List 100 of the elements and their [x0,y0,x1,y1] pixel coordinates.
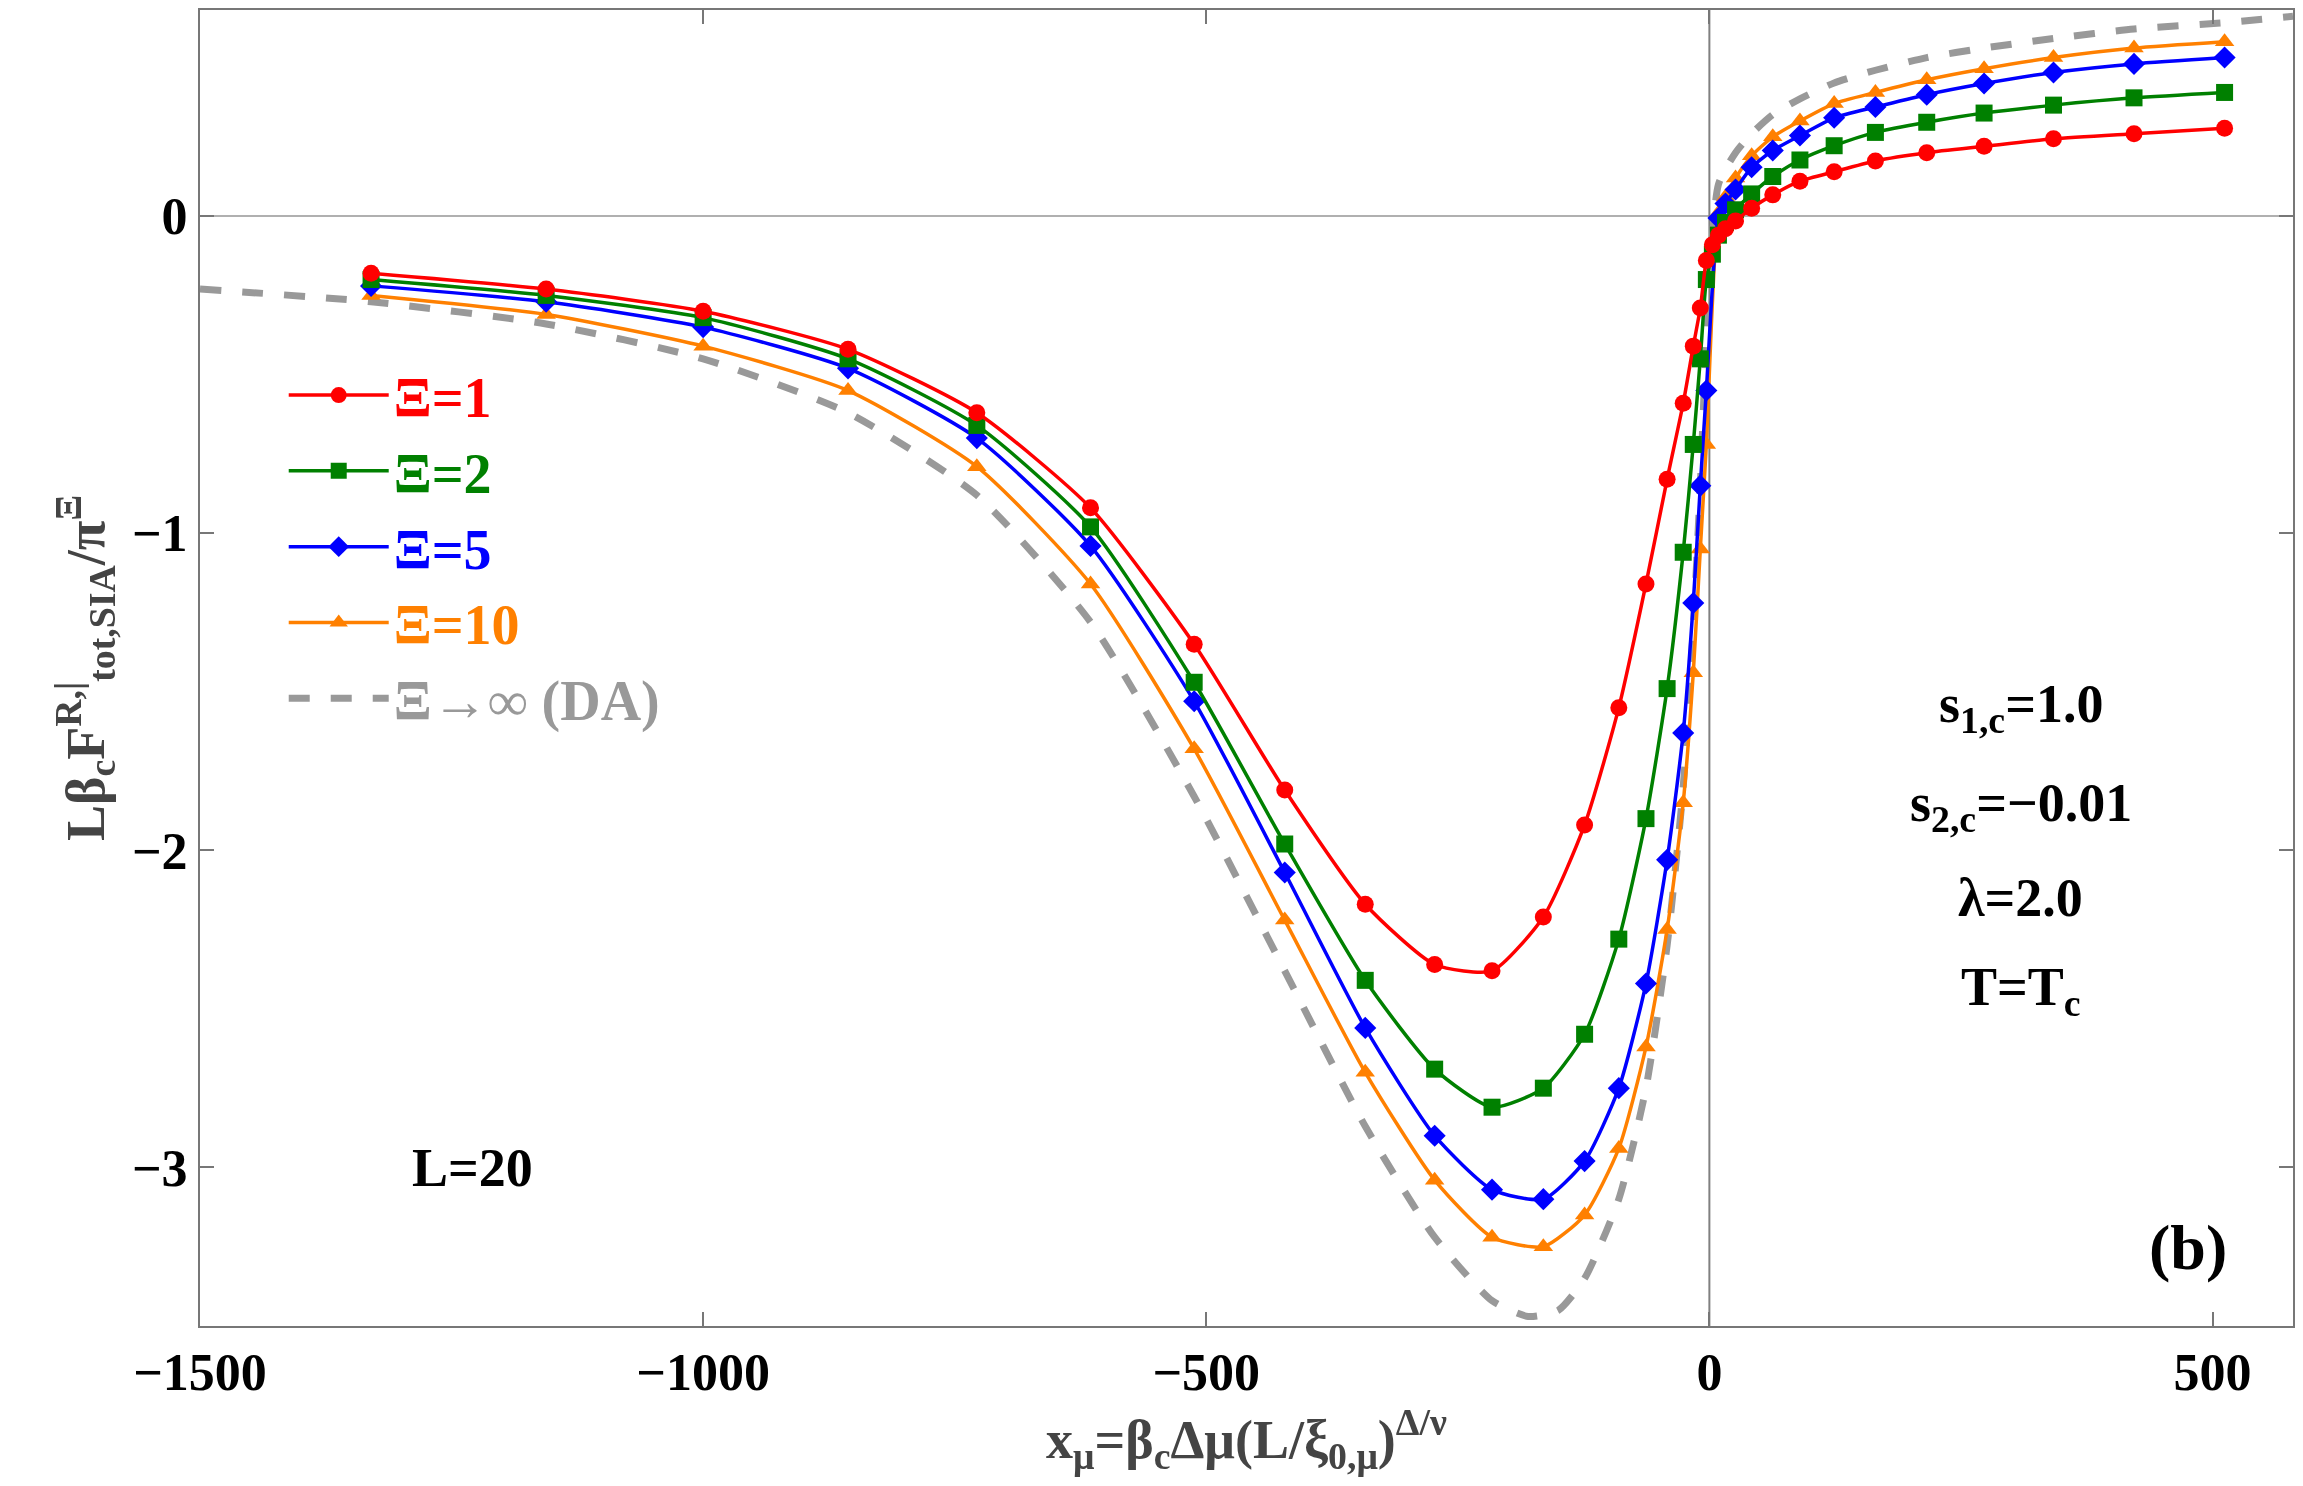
x-tick-label: −1000 [636,1344,770,1402]
point [1682,591,1705,615]
annotation: s$_{2,c}$=−0.01 [1910,773,2133,841]
point [1607,1077,1630,1100]
annotation: T=T$_{c}$ [1961,957,2081,1025]
point [1184,740,1204,754]
point [1674,394,1692,412]
point [1082,518,1100,536]
point [1082,499,1100,517]
point [2124,39,2144,53]
point [1609,1139,1629,1153]
point [1634,972,1658,995]
point [1423,1124,1446,1147]
point [1973,72,1996,95]
point [1975,104,1993,122]
point [1276,835,1294,853]
point [839,340,857,358]
point [1823,106,1846,129]
point [1483,1098,1501,1116]
point [1761,139,1784,162]
point [1689,474,1712,497]
x-tick-label: 500 [2173,1344,2252,1402]
point [1576,1025,1594,1043]
point [1356,971,1374,989]
point [1185,635,1203,653]
annotation: L=20 [412,1138,533,1198]
point [693,337,713,351]
point [1790,112,1810,126]
point [1576,816,1594,834]
point [1672,721,1695,745]
point [1185,673,1203,691]
point [1791,172,1809,190]
point [1691,299,1709,317]
point [1764,167,1782,185]
point [1658,680,1676,698]
annotation: (b) [2149,1212,2228,1283]
point [1791,151,1809,169]
point [1273,861,1296,884]
point [1573,1150,1596,1173]
point [1684,337,1702,355]
point [362,264,380,282]
point [1482,1228,1502,1242]
x-tick-label: 0 [1696,1344,1723,1402]
point [1658,470,1676,488]
point [1534,1079,1552,1097]
point [1426,1060,1444,1078]
point [1079,534,1102,557]
point [1637,575,1655,593]
point [1532,1188,1555,1211]
point [1825,137,1843,155]
point [1743,185,1761,203]
point [1866,152,1884,170]
point [1183,690,1206,713]
point [1740,156,1763,179]
point [1743,199,1761,217]
point [1354,1016,1377,1039]
y-tick-label: −2 [131,822,188,880]
point [1674,543,1692,561]
x-axis-title: x$_{μ}$=β$_{c}$Δμ(L/ξ$_{0,μ}$)$^{Δ/ν}$ [1046,1401,1448,1478]
point [1534,908,1552,926]
point [2213,46,2236,69]
point [2045,96,2063,114]
point [1610,930,1628,948]
point [968,404,986,422]
point [1636,1038,1656,1052]
legend-label: Ξ=5 [393,518,492,581]
point [1864,95,1887,119]
point [2125,125,2143,143]
point [1788,124,1811,147]
y-tick-label: −1 [131,505,188,563]
x-tick-label: −1500 [133,1344,267,1402]
point [1764,186,1782,204]
point [1480,1178,1504,1201]
annotation: λ=2.0 [1958,868,2083,928]
point [2042,61,2065,84]
point [2125,89,2143,107]
point [2045,130,2063,148]
point [1915,83,1938,106]
point [1684,435,1702,453]
legend-label: Ξ→∞ (DA) [393,670,660,734]
point [537,280,555,298]
point [1825,163,1843,181]
point [2216,119,2234,137]
point [1356,895,1374,913]
point [694,302,712,320]
point [2216,83,2234,101]
y-tick-label: 0 [161,188,188,246]
point [1866,123,1884,141]
point [1426,956,1444,973]
point [2122,52,2146,75]
legend-label: Ξ=10 [393,594,520,657]
point [1918,144,1936,162]
point [1276,781,1294,799]
legend-label: Ξ=2 [393,442,492,505]
x-tick-label: −500 [1152,1344,1261,1402]
y-tick-label: −3 [131,1139,188,1197]
legend-label: Ξ=1 [393,366,492,429]
point [1727,212,1745,230]
point [1975,137,1993,155]
point [1918,113,1936,131]
